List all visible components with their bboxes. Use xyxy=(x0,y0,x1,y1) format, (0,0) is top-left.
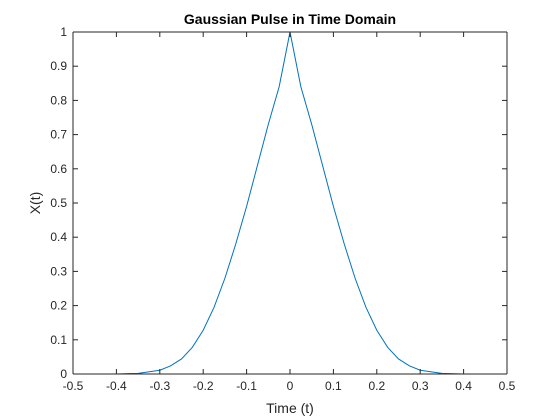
y-axis-label: X(t) xyxy=(27,192,43,215)
x-tick-label: 0.1 xyxy=(325,379,342,393)
x-tick-label: 0.4 xyxy=(455,379,472,393)
x-tick-label: -0.1 xyxy=(236,379,257,393)
y-tick-label: 0.9 xyxy=(50,59,67,73)
x-tick-label: 0.3 xyxy=(412,379,429,393)
x-tick-label: 0.5 xyxy=(499,379,516,393)
y-tick-label: 1 xyxy=(60,25,67,39)
y-tick-label: 0.7 xyxy=(50,128,67,142)
y-tick-label: 0.8 xyxy=(50,93,67,107)
x-tick-label: -0.4 xyxy=(106,379,127,393)
x-tick-label: -0.3 xyxy=(149,379,170,393)
x-tick-label: -0.5 xyxy=(63,379,84,393)
x-tick-label: 0.2 xyxy=(368,379,385,393)
y-tick-label: 0 xyxy=(60,367,67,381)
x-tick-label: 0 xyxy=(287,379,294,393)
y-tick-label: 0.1 xyxy=(50,333,67,347)
y-tick-label: 0.4 xyxy=(50,230,67,244)
y-tick-label: 0.3 xyxy=(50,264,67,278)
x-tick-label: -0.2 xyxy=(193,379,214,393)
y-tick-label: 0.5 xyxy=(50,196,67,210)
y-tick-label: 0.2 xyxy=(50,299,67,313)
plot-area: -0.5 -0.4 -0.3 -0.2 -0.1 0 0.1 0.2 0.3 0.4 0.5 0 0.1… xyxy=(50,25,515,393)
chart-title: Gaussian Pulse in Time Domain xyxy=(184,11,396,27)
x-axis-label: Time (t) xyxy=(266,400,314,416)
y-tick-label: 0.6 xyxy=(50,162,67,176)
